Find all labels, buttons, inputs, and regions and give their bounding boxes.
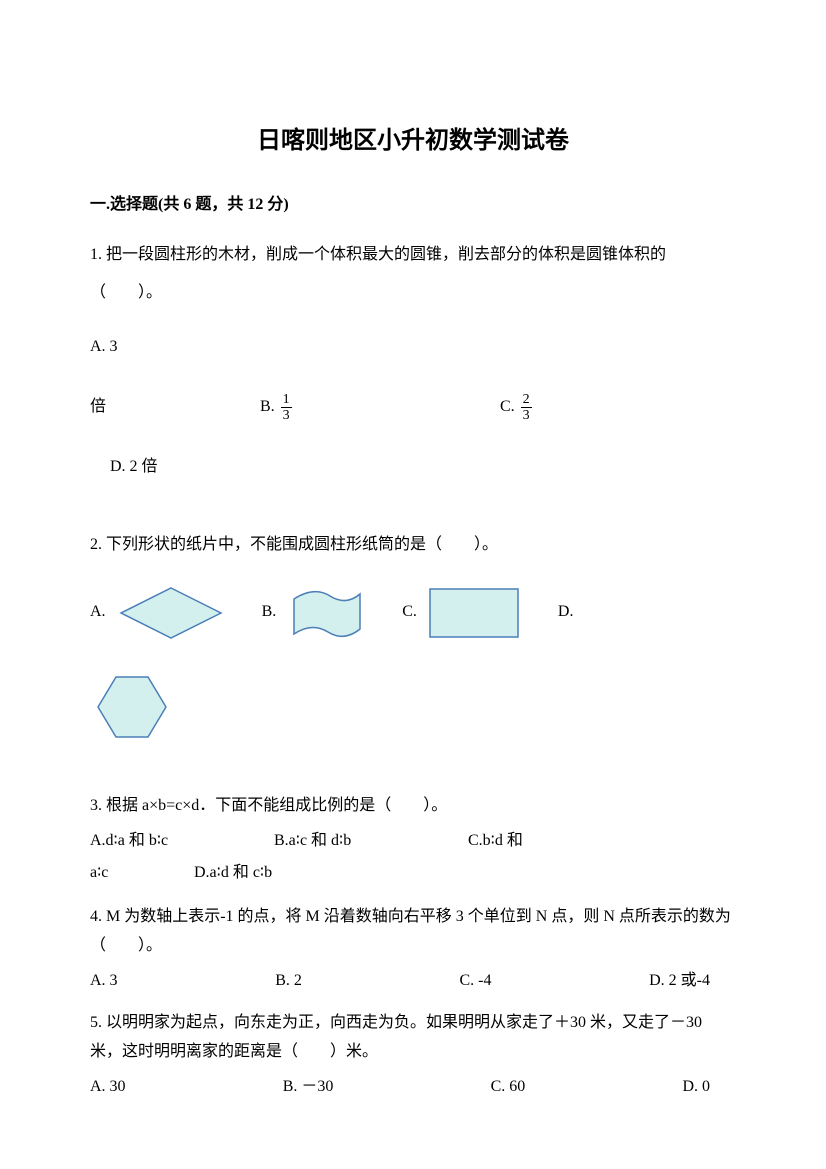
q2-option-c: C. (402, 584, 522, 642)
q5-option-a: A. 30 (90, 1073, 126, 1102)
q3-option-b: B.a∶c 和 d∶b (274, 825, 464, 857)
question-2: 2. 下列形状的纸片中，不能围成圆柱形纸筒的是（ ）。 A. B. C. D. (90, 526, 736, 742)
q1-option-c: C. 2 3 (500, 392, 532, 424)
q1-option-d: D. 2 倍 (110, 453, 736, 482)
q3-option-d: D.a∶d 和 c∶b (194, 864, 272, 881)
q4-option-c: C. -4 (459, 967, 491, 996)
wave-shape-icon (286, 584, 366, 642)
question-1: 1. 把一段圆柱形的木材，削成一个体积最大的圆锥，削去部分的体积是圆锥体积的（ … (90, 236, 736, 482)
q4-option-a: A. 3 (90, 967, 118, 996)
question-5: 5. 以明明家为起点，向东走为正，向西走为负。如果明明从家走了＋30 米，又走了… (90, 1009, 736, 1101)
q1-option-a: A. 3 (90, 333, 736, 362)
section-header: 一.选择题(共 6 题，共 12 分) (90, 191, 736, 220)
q5-option-c: C. 60 (491, 1073, 526, 1102)
q2-option-a: A. (90, 583, 226, 643)
q4-option-b: B. 2 (275, 967, 302, 996)
q2-shape-d (92, 671, 736, 743)
q1-option-b: B. 1 3 (260, 392, 470, 424)
q2-option-b: B. (262, 584, 367, 642)
q1-fraction-b: 1 3 (281, 392, 292, 424)
q1-fraction-c: 2 3 (521, 392, 532, 424)
question-3: 3. 根据 a×b=c×d．下面不能组成比例的是（ ）。 A.d∶a 和 b∶c… (90, 787, 736, 889)
q3-options: A.d∶a 和 b∶c B.a∶c 和 d∶b C.b∶d 和 a∶c D.a∶… (90, 825, 736, 889)
q5-option-b: B. －30 (283, 1073, 334, 1102)
hexagon-shape-icon (92, 671, 172, 743)
q3-option-c: C.b∶d 和 (468, 832, 523, 849)
q4-text: 4. M 为数轴上表示-1 的点，将 M 沿着数轴向右平移 3 个单位到 N 点… (90, 903, 736, 961)
page-title: 日喀则地区小升初数学测试卷 (90, 120, 736, 163)
question-4: 4. M 为数轴上表示-1 的点，将 M 沿着数轴向右平移 3 个单位到 N 点… (90, 903, 736, 995)
diamond-shape-icon (116, 583, 226, 643)
q3-text: 3. 根据 a×b=c×d．下面不能组成比例的是（ ）。 (90, 787, 736, 825)
q3-option-c2: a∶c (90, 857, 190, 889)
q5-text: 5. 以明明家为起点，向东走为正，向西走为负。如果明明从家走了＋30 米，又走了… (90, 1009, 736, 1067)
q5-option-d: D. 0 (682, 1073, 710, 1102)
rectangle-shape-icon (427, 584, 522, 642)
q2-text: 2. 下列形状的纸片中，不能围成圆柱形纸筒的是（ ）。 (90, 526, 736, 564)
q3-option-a: A.d∶a 和 b∶c (90, 825, 270, 857)
q2-option-d: D. (558, 598, 584, 627)
q4-option-d: D. 2 或-4 (649, 967, 710, 996)
q1-text: 1. 把一段圆柱形的木材，削成一个体积最大的圆锥，削去部分的体积是圆锥体积的（ … (90, 236, 736, 313)
q1-bei: 倍 (90, 393, 260, 422)
